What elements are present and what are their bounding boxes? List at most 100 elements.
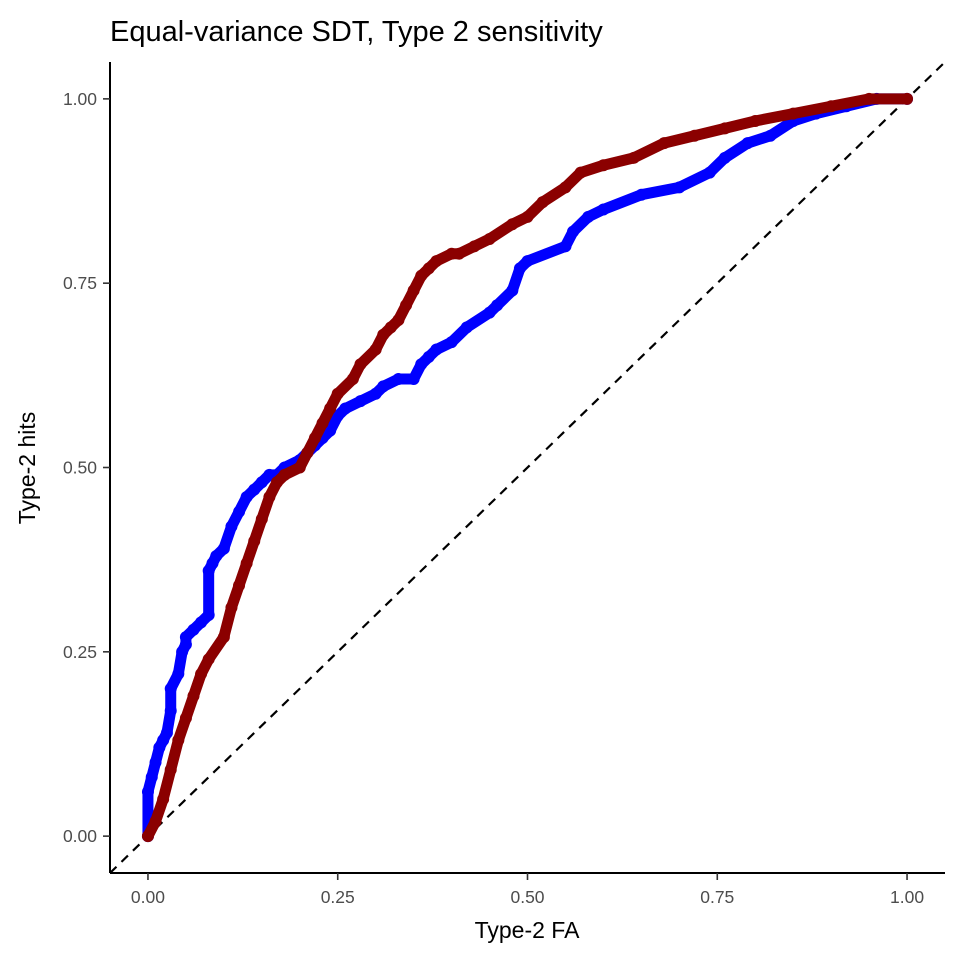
series-1-point bbox=[157, 793, 170, 806]
series-1-point bbox=[901, 92, 914, 105]
series-1-point bbox=[225, 601, 238, 614]
y-tick-label: 0.75 bbox=[63, 273, 97, 293]
series-1-point bbox=[377, 328, 390, 341]
series-1-point bbox=[316, 417, 329, 430]
series-0-point bbox=[240, 490, 253, 503]
series-1-point bbox=[217, 631, 230, 644]
x-tick-label: 0.75 bbox=[700, 887, 734, 907]
series-1-point bbox=[301, 446, 314, 459]
series-0-point bbox=[513, 262, 526, 275]
y-tick-label: 0.25 bbox=[63, 642, 97, 662]
axes-layer: 0.00 0.25 0.50 0.75 1.00 0.00 0.25 0.50 0.75 1.00 bbox=[63, 62, 945, 907]
series-0-point bbox=[141, 785, 154, 798]
series-1-point bbox=[369, 343, 382, 356]
series-1-point bbox=[392, 314, 405, 327]
series-1-point bbox=[521, 210, 534, 223]
series-1-point bbox=[627, 151, 640, 164]
series-0-point bbox=[217, 542, 230, 555]
series-0-point bbox=[179, 631, 192, 644]
series-0-point bbox=[559, 240, 572, 253]
series-1-point bbox=[346, 373, 359, 386]
series-0-point bbox=[145, 771, 158, 784]
x-axis-title: Type-2 FA bbox=[475, 917, 580, 943]
series-0-point bbox=[149, 756, 162, 769]
series-0-point bbox=[164, 704, 177, 717]
series-0-point bbox=[354, 395, 367, 408]
series-1-point bbox=[331, 387, 344, 400]
series-0-point bbox=[339, 402, 352, 415]
series-1-point bbox=[240, 557, 253, 570]
series-0-point bbox=[377, 380, 390, 393]
series-0-point bbox=[764, 129, 777, 142]
series-0-point bbox=[248, 483, 261, 496]
series-1-point bbox=[430, 255, 443, 268]
series-0-point bbox=[491, 299, 504, 312]
series-1-point bbox=[407, 284, 420, 297]
x-tick-label: 0.50 bbox=[510, 887, 544, 907]
series-0-point bbox=[567, 225, 580, 238]
series-0-point bbox=[445, 336, 458, 349]
series-1-point bbox=[415, 269, 428, 282]
series-0-point bbox=[597, 203, 610, 216]
series-1-point bbox=[179, 712, 192, 725]
series-1-point bbox=[718, 122, 731, 135]
series-0-point bbox=[202, 608, 215, 621]
series-1-point bbox=[293, 461, 306, 474]
series-1-point bbox=[248, 535, 261, 548]
series-0-point bbox=[160, 726, 173, 739]
series-1-point bbox=[825, 100, 838, 113]
y-tick-label: 0.00 bbox=[63, 826, 97, 846]
series-0-point bbox=[407, 373, 420, 386]
series-1-point bbox=[749, 114, 762, 127]
series-1-point bbox=[172, 734, 185, 747]
series-0-point bbox=[741, 137, 754, 150]
reference-layer bbox=[109, 61, 946, 874]
series-1-point bbox=[787, 107, 800, 120]
series-1-point bbox=[559, 181, 572, 194]
series-1-point bbox=[688, 129, 701, 142]
series-0-point bbox=[195, 616, 208, 629]
series-0-point bbox=[233, 505, 246, 518]
series-1-point bbox=[141, 830, 154, 843]
series-0-point bbox=[506, 284, 519, 297]
series-0-point bbox=[483, 306, 496, 319]
series-1-point bbox=[506, 218, 519, 231]
series-1-point bbox=[278, 468, 291, 481]
series-0-point bbox=[210, 549, 223, 562]
series-1-point bbox=[263, 490, 276, 503]
series-1-point bbox=[384, 321, 397, 334]
series-0-point bbox=[324, 424, 337, 437]
series-0-point bbox=[164, 682, 177, 695]
series-0-point bbox=[369, 387, 382, 400]
series-0-point bbox=[255, 476, 268, 489]
x-tick-label: 1.00 bbox=[890, 887, 924, 907]
series-1-point bbox=[164, 763, 177, 776]
series-0-point bbox=[718, 151, 731, 164]
series-1-point bbox=[658, 137, 671, 150]
series-1-point bbox=[233, 579, 246, 592]
x-tick-label: 0.25 bbox=[321, 887, 355, 907]
series-1-point bbox=[468, 240, 481, 253]
series-1-point bbox=[400, 299, 413, 312]
series-1-point bbox=[597, 159, 610, 172]
series-0-point bbox=[225, 520, 238, 533]
series-0-point bbox=[422, 350, 435, 363]
series-1-point bbox=[863, 92, 876, 105]
y-tick-label: 0.50 bbox=[63, 458, 97, 478]
series-1-point bbox=[149, 815, 162, 828]
series-0-point bbox=[635, 188, 648, 201]
series-1 bbox=[141, 92, 914, 843]
series-1-point bbox=[536, 196, 549, 209]
series-1-point bbox=[271, 476, 283, 489]
series-1-point bbox=[195, 667, 208, 680]
series-0-point bbox=[521, 255, 534, 268]
series-0-point bbox=[172, 667, 185, 680]
series-1-point bbox=[574, 166, 587, 179]
series-1-point bbox=[308, 432, 321, 445]
series-0-point bbox=[673, 181, 686, 194]
series-0-point bbox=[460, 321, 473, 334]
series-1-point bbox=[187, 690, 200, 703]
y-axis-title: Type-2 hits bbox=[14, 412, 40, 525]
